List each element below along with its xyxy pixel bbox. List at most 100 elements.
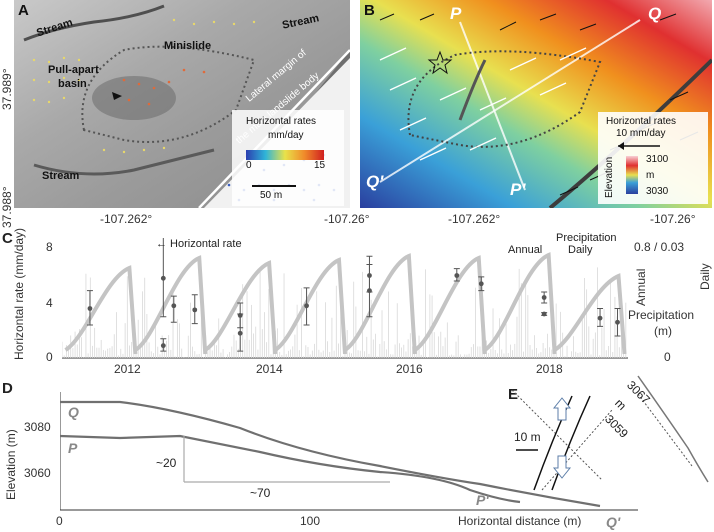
panel-c-ylabel-precip: Precipitation	[628, 308, 695, 322]
scalebar-label: 50 m	[260, 190, 283, 201]
panel-a: A Stream Stream Stream Minislide Pull-ap…	[14, 0, 351, 209]
daily-precip-bars	[62, 267, 627, 358]
annotation-annual: Annual	[508, 244, 543, 256]
rate-arrow-head-icon	[618, 142, 624, 150]
panel-b-map	[360, 0, 714, 210]
profile-e-line	[637, 375, 709, 483]
panel-d-letter: D	[2, 380, 13, 397]
elev-legend-min: 3030	[646, 186, 669, 197]
elev-legend-box	[598, 112, 708, 204]
elevation-colorbar	[626, 156, 638, 194]
panel-d-xtick-100: 100	[300, 514, 321, 528]
panel-d-ytick-3080: 3080	[24, 420, 51, 434]
panel-b: B P Q Q' P' Horizontal rates 10 mm/day E…	[360, 0, 714, 210]
label-minislide: Minislide	[164, 40, 212, 52]
e-dashed-reference	[637, 393, 693, 467]
minislide-outline-b	[407, 50, 602, 148]
annotation-daily: Daily	[568, 244, 593, 256]
rate-legend-min: 0	[246, 160, 252, 171]
fault-line-inner	[458, 59, 487, 121]
label-stream-bottom: Stream	[42, 170, 80, 182]
stream-top	[23, 4, 165, 42]
minislide-outline	[81, 45, 256, 143]
elev-legend-title-2: 10 mm/day	[616, 128, 666, 139]
panel-b-letter: B	[364, 2, 375, 19]
rate-point	[614, 308, 621, 337]
dim-vertical-label: ~20	[156, 456, 177, 470]
rate-point	[303, 287, 310, 326]
profile-p-end-label: P'	[476, 492, 489, 508]
panel-c-letter: C	[2, 230, 13, 247]
profile-q-line	[60, 400, 601, 508]
panel-a-map	[14, 0, 351, 209]
panel-c-right-bottom-tick: 0	[664, 350, 671, 364]
rate-point	[170, 295, 177, 323]
rate-point	[237, 313, 244, 352]
rate-point	[597, 308, 604, 327]
annotation-precipitation: Precipitation	[556, 232, 617, 244]
panel-c-ylabel-precip-unit: (m)	[654, 324, 672, 338]
panel-c-xtick-2018: 2018	[536, 362, 563, 376]
down-arrow-icon	[552, 455, 572, 479]
panel-d-profiles	[60, 392, 638, 511]
elev-legend-max: 3100	[646, 154, 669, 165]
pull-apart-basin-shape	[92, 76, 176, 120]
profile-p-label: P	[68, 440, 78, 456]
panel-c-left-tick-0: 0	[46, 350, 53, 364]
lon-tick-b-2: -107.26°	[650, 212, 696, 226]
profile-p-line	[60, 434, 521, 504]
rate-point	[453, 268, 460, 282]
panel-a-letter: A	[18, 2, 29, 19]
panel-c-ylabel-annual: Annual	[634, 268, 648, 306]
panel-c-xtick-2016: 2016	[396, 362, 423, 376]
rate-point	[191, 294, 198, 325]
rate-point	[366, 264, 373, 293]
label-p-prime: P'	[510, 180, 526, 199]
basin-arrow-icon	[112, 92, 122, 100]
annotation-horizontal-rate: ← Horizontal rate	[156, 238, 242, 250]
fault-trace-right	[551, 395, 591, 491]
elev-legend-title-1: Horizontal rates	[606, 116, 677, 127]
panel-e-letter: E	[508, 386, 519, 403]
panel-c-ylabel-left: Horizontal rate (mm/day)	[12, 227, 26, 360]
panel-d-ylabel: Elevation (m)	[4, 429, 18, 500]
label-p: P	[450, 4, 462, 23]
rate-point	[160, 238, 167, 318]
rate-point	[478, 276, 485, 292]
profile-q-end-label: Q'	[606, 514, 621, 530]
panel-c-xtick-2012: 2012	[114, 362, 141, 376]
panel-c-xtick-2014: 2014	[256, 362, 283, 376]
panel-d-ytick-3060: 3060	[24, 466, 51, 480]
panel-c-left-tick-8: 8	[46, 240, 53, 254]
lon-tick-b-1: -107.262°	[448, 212, 501, 226]
diagonal-dashed-line	[512, 389, 603, 481]
lat-top-label: 37.989°	[0, 68, 14, 110]
label-pull-apart-1: Pull-apart	[48, 64, 99, 76]
label-q-prime: Q'	[366, 172, 384, 191]
label-q: Q	[648, 4, 662, 23]
rate-colorbar	[246, 150, 324, 160]
panel-c-right-top-tick: 0.8 / 0.03	[634, 240, 685, 254]
rate-legend-title-1: Horizontal rates	[246, 116, 317, 127]
star-icon	[427, 50, 453, 75]
velocity-arrows-fast	[379, 47, 587, 161]
profile-q-label: Q	[68, 404, 79, 420]
panel-c-chart	[62, 238, 628, 359]
rate-legend-title-2: mm/day	[268, 130, 304, 141]
rate-point	[541, 291, 548, 304]
panel-d-xtick-0: 0	[56, 514, 63, 528]
diagonal-dashed-line-2	[541, 409, 613, 491]
panel-c-left-tick-4: 4	[46, 296, 53, 310]
rate-point	[541, 311, 548, 317]
rate-point	[160, 338, 167, 352]
up-arrow-icon	[552, 397, 572, 421]
lon-tick-a-2: -107.26°	[324, 212, 370, 226]
elev-legend-unit: m	[646, 170, 655, 181]
panel-e-diagram	[512, 375, 709, 491]
label-pull-apart-2: basin	[58, 78, 87, 90]
panel-d-xlabel: Horizontal distance (m)	[458, 514, 582, 528]
annual-precip-line	[64, 252, 627, 355]
elev-legend-elevation: Elevation	[604, 156, 615, 198]
stream-bottom	[33, 148, 215, 176]
e-scalebar-label: 10 m	[514, 430, 541, 444]
